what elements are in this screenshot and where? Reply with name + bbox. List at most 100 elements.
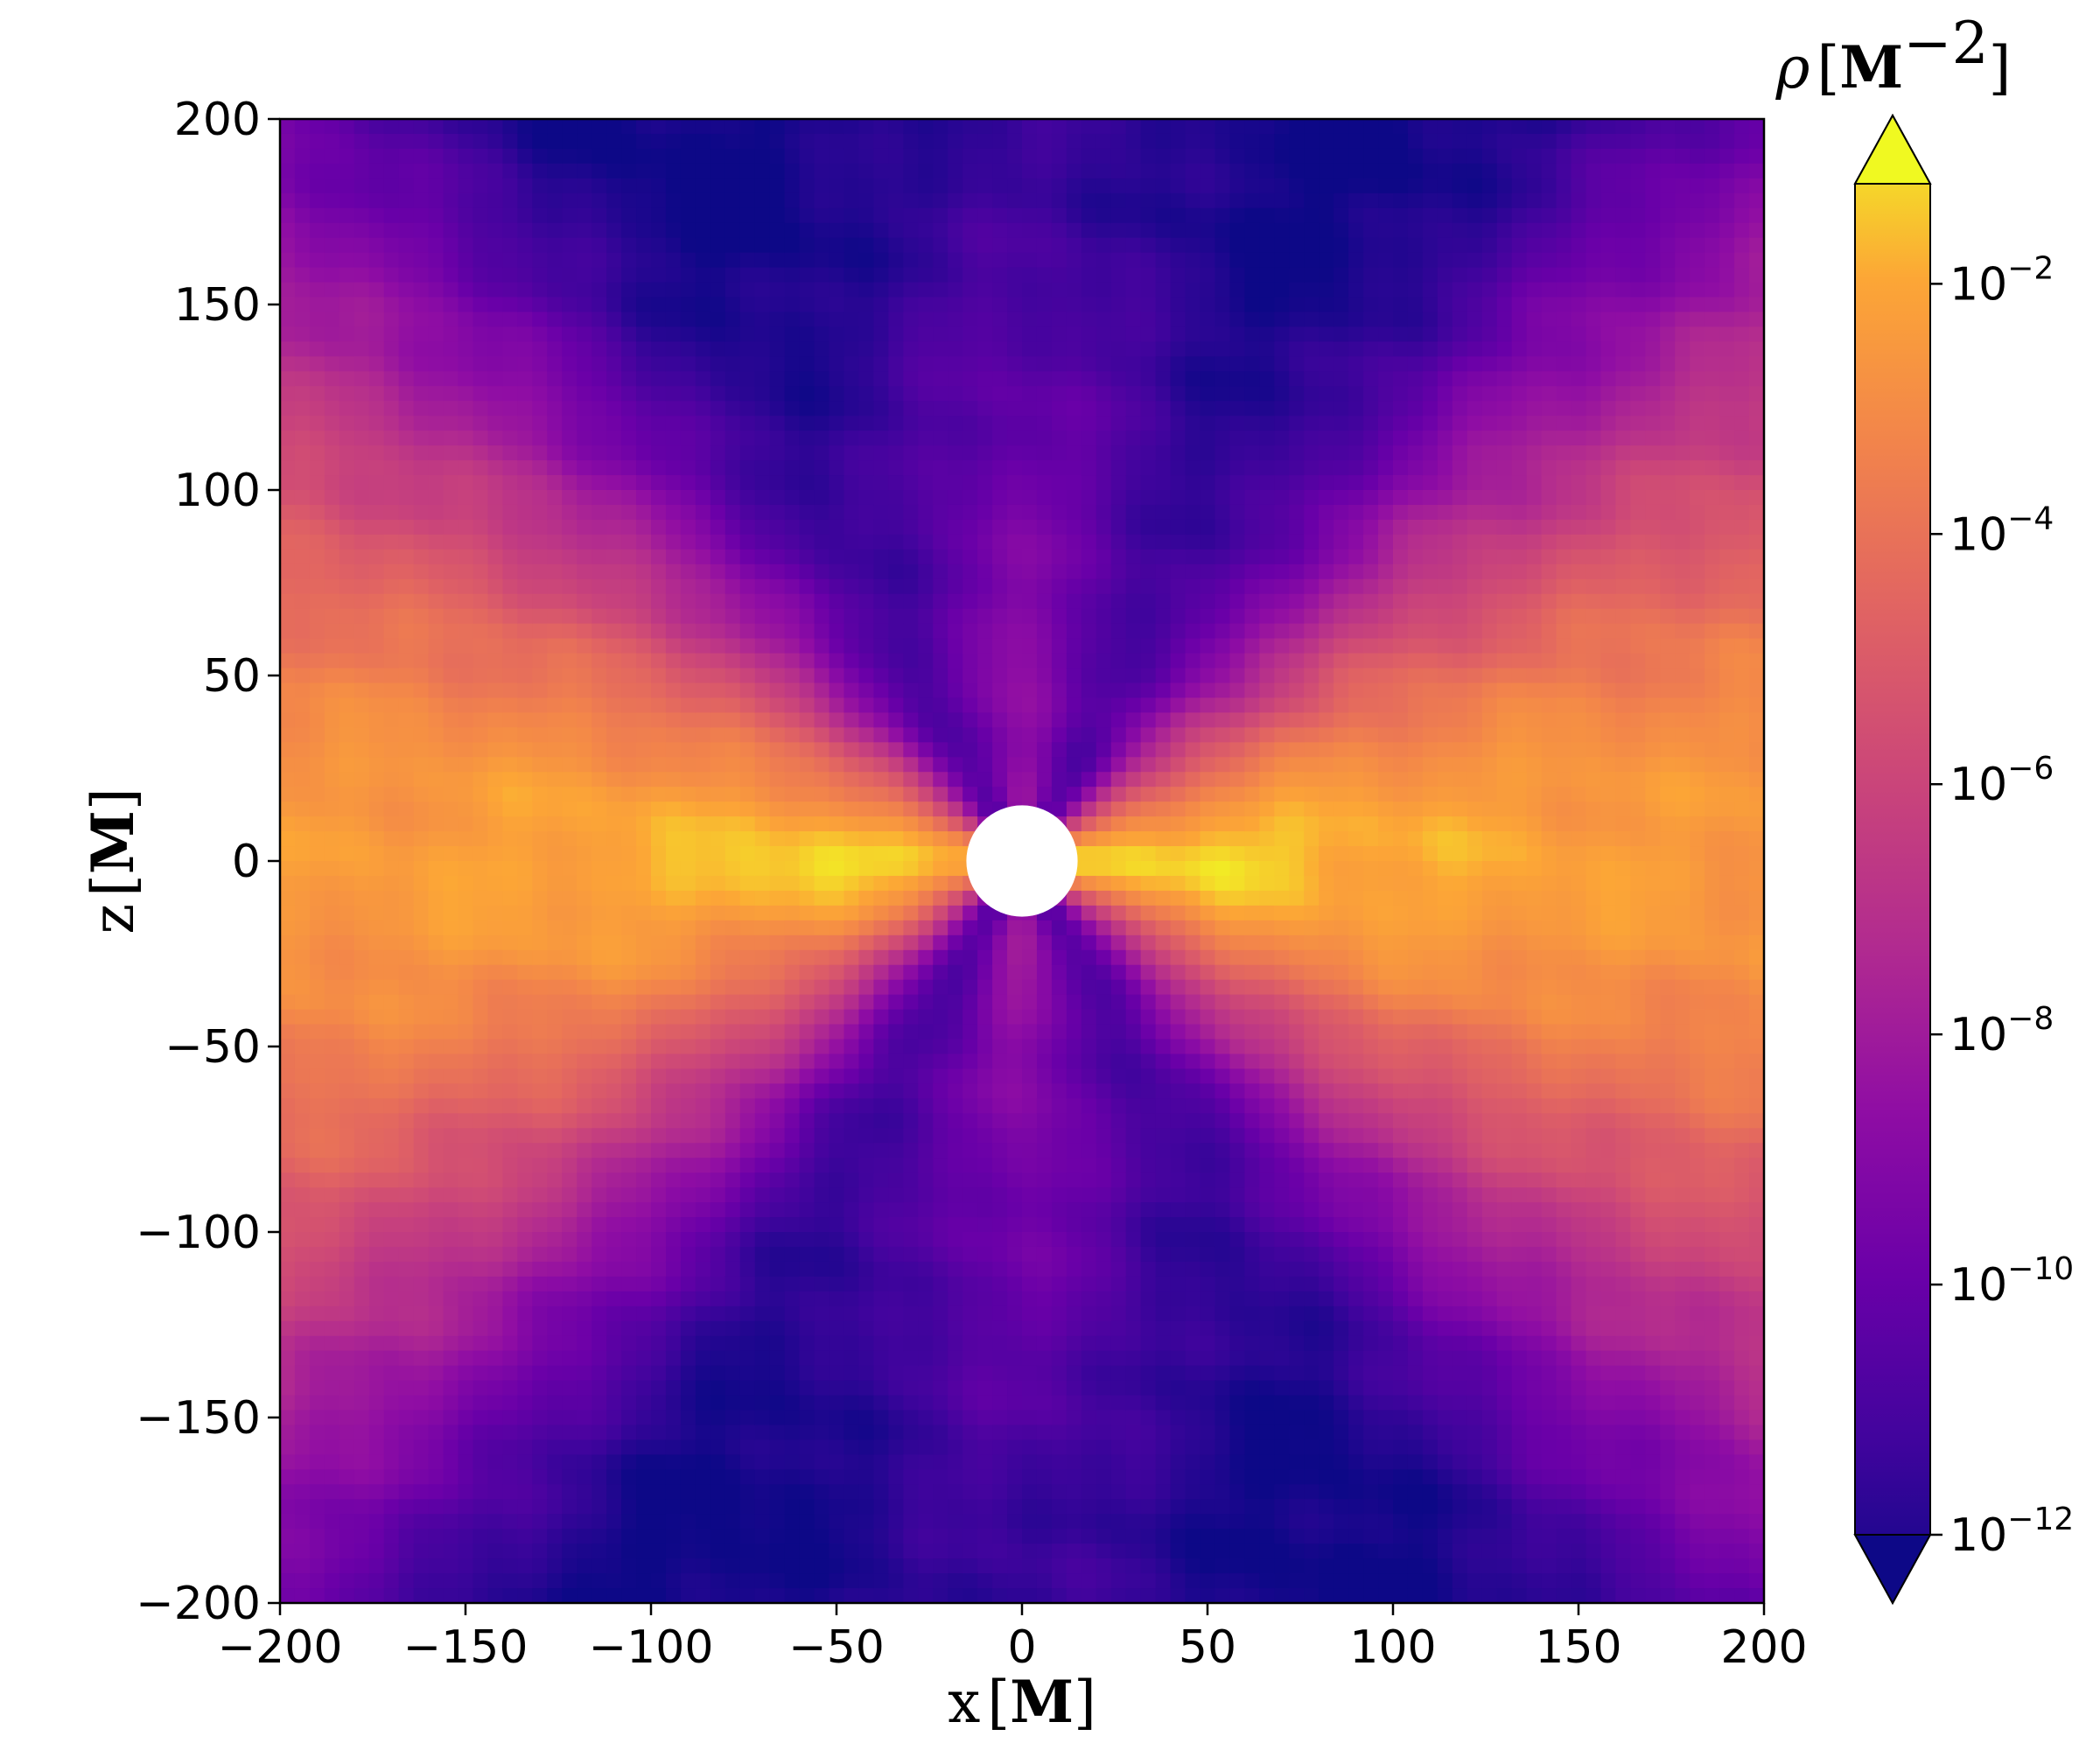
heatmap-cell [621,1039,637,1055]
heatmap-cell [532,386,548,402]
heatmap-cell [280,1469,296,1485]
heatmap-cell [636,371,652,387]
heatmap-cell [562,816,578,832]
heatmap-cell [472,905,489,921]
heatmap-cell [324,178,340,194]
heatmap-cell [1007,163,1023,179]
heatmap-cell [799,1128,816,1144]
heatmap-cell [280,534,296,550]
heatmap-cell [724,1588,741,1603]
heatmap-cell [532,1544,548,1559]
heatmap-cell [532,905,548,921]
heatmap-cell [651,1261,667,1278]
heatmap-cell [294,1529,311,1544]
heatmap-cell [502,1454,518,1470]
heatmap-cell [339,267,355,284]
heatmap-cell [309,490,326,506]
heatmap-cell [665,846,682,862]
heatmap-cell [487,1365,503,1382]
heatmap-cell [280,1261,296,1278]
heatmap-cell [562,964,578,981]
heatmap-cell [532,119,548,135]
heatmap-cell [739,1217,756,1233]
heatmap-cell [606,1424,622,1441]
heatmap-cell [858,623,874,640]
heatmap-cell [695,1514,711,1530]
heatmap-cell [443,1484,459,1500]
heatmap-cell [844,222,860,239]
heatmap-cell [532,668,548,684]
heatmap-cell [428,297,444,313]
heatmap-cell [487,623,503,640]
heatmap-cell [962,802,978,817]
heatmap-cell [294,356,311,372]
heatmap-cell [903,252,919,269]
heatmap-cell [517,207,533,224]
heatmap-cell [799,1335,816,1352]
heatmap-cell [858,1499,874,1515]
heatmap-cell [577,386,592,402]
heatmap-cell [888,1217,904,1233]
heatmap-cell [532,831,548,847]
heatmap-cell [413,816,430,832]
heatmap-cell [769,1454,786,1470]
heatmap-cell [428,890,444,906]
heatmap-cell [680,846,696,862]
heatmap-cell [621,1261,637,1278]
heatmap-cell [739,1558,756,1574]
heatmap-cell [606,1335,622,1352]
heatmap-cell [724,1380,741,1396]
heatmap-cell [428,1469,444,1485]
heatmap-cell [517,920,533,936]
heatmap-cell [398,816,415,832]
heatmap-cell [962,1454,978,1470]
heatmap-cell [844,772,860,788]
heatmap-cell [428,920,444,936]
heatmap-cell [339,1499,355,1515]
heatmap-cell [413,1202,430,1218]
heatmap-cell [383,207,400,224]
heatmap-cell [724,890,741,906]
heatmap-cell [724,371,741,387]
heatmap-cell [592,1529,607,1544]
heatmap-cell [873,386,889,402]
heatmap-cell [636,1454,652,1470]
heatmap-cell [562,252,578,269]
heatmap-cell [547,1514,563,1530]
heatmap-cell [398,682,415,699]
heatmap-cell [562,949,578,966]
heatmap-cell [903,460,919,476]
heatmap-cell [962,949,978,966]
heatmap-cell [814,1068,830,1084]
heatmap-cell [918,1439,934,1455]
heatmap-cell [799,326,816,342]
heatmap-cell [1007,949,1023,966]
heatmap-cell [977,1158,993,1173]
heatmap-cell [502,148,518,164]
heatmap-cell [472,519,489,536]
heatmap-cell [695,326,711,342]
heatmap-cell [547,475,563,491]
heatmap-cell [977,608,993,625]
heatmap-cell [621,1083,637,1099]
heatmap-cell [383,593,400,610]
heatmap-cell [769,1350,786,1367]
heatmap-cell [413,1499,430,1515]
heatmap-cell [606,133,622,150]
heatmap-cell [680,192,696,209]
heatmap-cell [621,1217,637,1233]
heatmap-cell [754,386,771,402]
heatmap-cell [769,1439,786,1455]
heatmap-cell [428,1143,444,1158]
heatmap-cell [428,1558,444,1574]
heatmap-cell [784,1410,801,1426]
heatmap-cell [665,638,682,654]
heatmap-cell [309,1588,326,1603]
heatmap-cell [918,772,934,788]
heatmap-cell [606,816,622,832]
heatmap-cell [413,1380,430,1396]
heatmap-cell [814,534,830,550]
heatmap-cell [324,831,340,847]
heatmap-cell [487,1246,503,1263]
heatmap-cell [769,1039,786,1055]
